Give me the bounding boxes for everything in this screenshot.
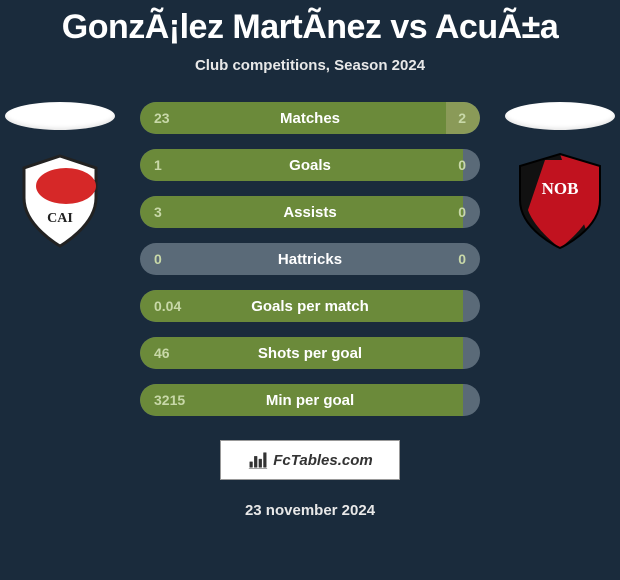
stat-label: Hattricks: [140, 251, 480, 268]
stat-row: 0.04Goals per match: [140, 290, 480, 322]
player-photo-left-placeholder: [5, 102, 115, 130]
stats-list: 232Matches 10Goals 30Assists 00Hattricks 0.0…: [120, 102, 500, 416]
shield-icon: NOB: [510, 150, 610, 250]
stat-row: 00Hattricks: [140, 243, 480, 275]
stat-label: Assists: [140, 204, 480, 221]
stat-label: Shots per goal: [140, 345, 480, 362]
player-photo-right-placeholder: [505, 102, 615, 130]
stat-row: 10Goals: [140, 149, 480, 181]
stat-row: 46Shots per goal: [140, 337, 480, 369]
stat-label: Min per goal: [140, 392, 480, 409]
stat-row: 232Matches: [140, 102, 480, 134]
bar-chart-icon: [247, 449, 269, 471]
club-crest-right: NOB: [510, 150, 610, 250]
shield-icon: CAI: [10, 150, 110, 250]
stat-label: Goals per match: [140, 298, 480, 315]
stat-row: 30Assists: [140, 196, 480, 228]
stat-row: 3215Min per goal: [140, 384, 480, 416]
date-text: 23 november 2024: [0, 502, 620, 519]
page-subtitle: Club competitions, Season 2024: [0, 57, 620, 74]
left-player-col: CAI: [0, 102, 120, 250]
stat-label: Goals: [140, 157, 480, 174]
brand-label: FcTables.com: [273, 452, 372, 469]
comparison-content: CAI NOB 232Matches 10Goals 30Assists 00Hatt…: [0, 102, 620, 432]
crest-left-initials: CAI: [47, 211, 73, 226]
page-title: GonzÃ¡lez MartÃ­nez vs AcuÃ±a: [0, 0, 620, 47]
crest-right-initials: NOB: [542, 179, 579, 198]
right-player-col: NOB: [500, 102, 620, 250]
stat-label: Matches: [140, 110, 480, 127]
club-crest-left: CAI: [10, 150, 110, 250]
brand-badge[interactable]: FcTables.com: [220, 440, 400, 480]
